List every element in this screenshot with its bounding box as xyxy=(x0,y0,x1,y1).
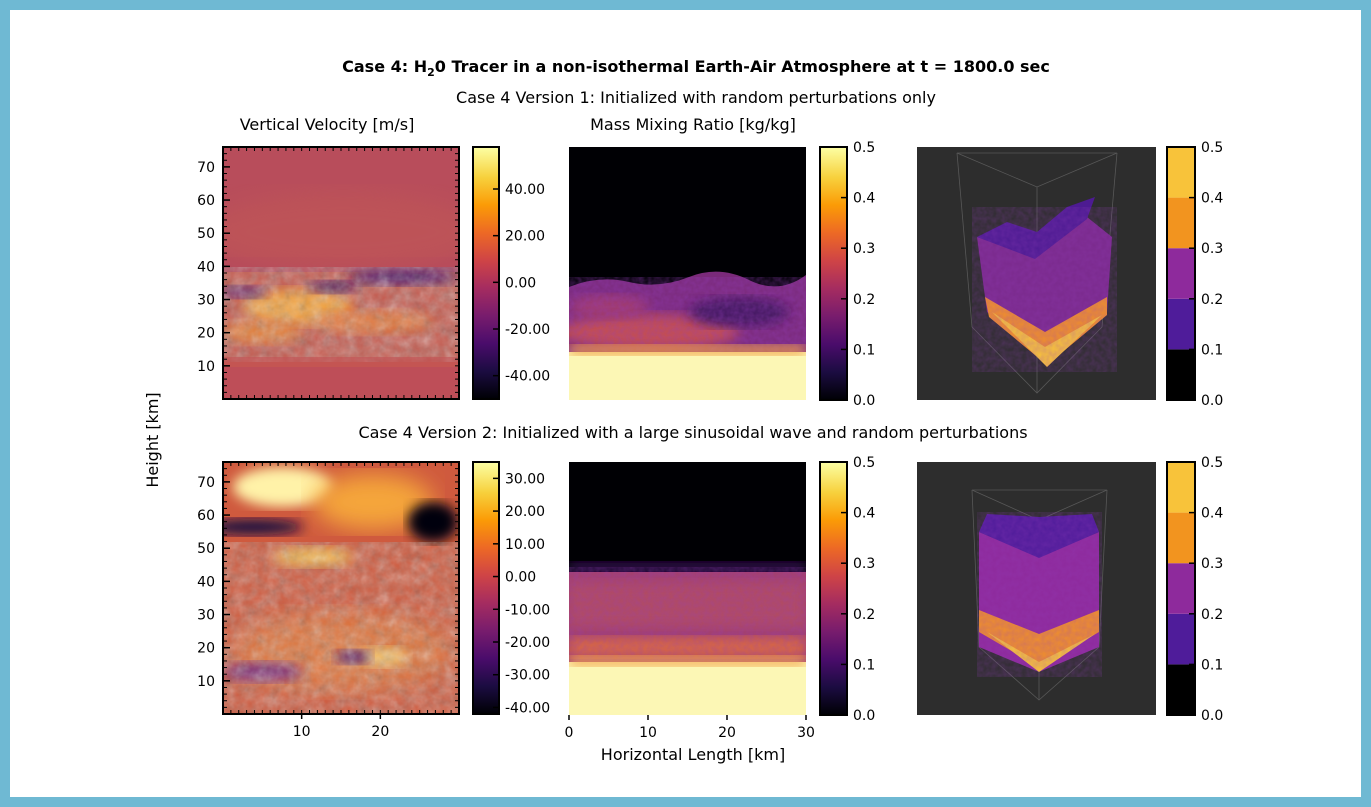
colorbar-tick-label: 0.00 xyxy=(505,275,536,291)
heatmap-r2c1: 10 20 30 40 50 60 70 10 20 xyxy=(197,461,460,740)
colorbar-bin xyxy=(1167,512,1195,564)
colorbar-r1c2: 0.0 0.1 0.2 0.3 0.4 0.5 xyxy=(819,140,875,409)
heatmap-r2c2: 0 10 20 30 xyxy=(565,462,815,741)
y-tick-label: 20 xyxy=(197,326,215,342)
colorbar-tick-label: 0.5 xyxy=(853,455,875,471)
colorbar-tick-label: -20.00 xyxy=(505,635,550,651)
x-tick-label: 20 xyxy=(718,725,736,741)
colorbar-tick-label: 0.0 xyxy=(1201,708,1223,724)
colorbar-r1c1: -40.00 -20.00 0.00 20.00 40.00 xyxy=(472,146,550,400)
colorbar-bin xyxy=(1167,248,1195,299)
colorbar-tick-label: 30.00 xyxy=(505,471,545,487)
colorbar-tick-label: -30.00 xyxy=(505,668,550,684)
colorbar-tick-label: 0.00 xyxy=(505,570,536,586)
colorbar-tick-label: 0.5 xyxy=(853,140,875,156)
y-tick-label: 10 xyxy=(197,359,215,375)
colorbar-bin xyxy=(1167,462,1195,513)
colorbar-tick-label: 0.2 xyxy=(1201,292,1223,308)
colorbar-tick-label: 0.0 xyxy=(853,393,875,409)
x-tick-label: 30 xyxy=(797,725,815,741)
colorbar-tick-label: 0.2 xyxy=(1201,607,1223,623)
y-tick-label: 50 xyxy=(197,541,215,557)
colorbar-tick-label: 0.1 xyxy=(853,657,875,673)
colorbar-tick-label: 0.5 xyxy=(1201,140,1223,156)
y-tick-label: 10 xyxy=(197,674,215,690)
colorbar-r2c2: 0.0 0.1 0.2 0.3 0.4 0.5 xyxy=(819,455,875,724)
colorbar-r2c1: -40.00 -30.00 -20.00 -10.00 0.00 10.00 20.00 30… xyxy=(472,461,550,716)
colorbar-bin xyxy=(1167,298,1195,350)
row1-title: Case 4 Version 1: Initialized with rando… xyxy=(456,88,936,107)
colorbar-tick-label: -10.00 xyxy=(505,602,550,618)
colorbar-bin xyxy=(1167,563,1195,614)
volume-render-r2c3 xyxy=(917,462,1156,715)
figure-title: Case 4: H20 Tracer in a non-isothermal E… xyxy=(342,57,1050,79)
colorbar-tick-label: 0.5 xyxy=(1201,455,1223,471)
x-tick-label: 10 xyxy=(639,725,657,741)
colorbar-tick-label: 0.3 xyxy=(853,241,875,257)
heatmap-r1c1: 10 20 30 40 50 60 70 xyxy=(197,146,460,400)
colorbar-tick-label: 0.1 xyxy=(1201,342,1223,358)
y-tick-label: 30 xyxy=(197,293,215,309)
x-tick-label: 20 xyxy=(371,724,389,740)
figure-canvas: Case 4: H20 Tracer in a non-isothermal E… xyxy=(143,57,1223,764)
colorbar-tick-label: 0.3 xyxy=(853,556,875,572)
colorbar-bin xyxy=(1167,613,1195,665)
y-tick-label: 70 xyxy=(197,160,215,176)
colorbar-tick-label: 0.4 xyxy=(1201,506,1223,522)
colorbar-tick-label: 0.4 xyxy=(853,506,875,522)
colorbar-tick-label: 0.4 xyxy=(1201,191,1223,207)
y-tick-label: 40 xyxy=(197,574,215,590)
colorbar-tick-label: 0.2 xyxy=(853,607,875,623)
colorbar-tick-label: 20.00 xyxy=(505,504,545,520)
y-tick-label: 20 xyxy=(197,641,215,657)
colorbar-tick-label: 0.3 xyxy=(1201,556,1223,572)
colorbar-tick-label: -20.00 xyxy=(505,322,550,338)
colorbar-bin xyxy=(1167,147,1195,198)
colorbar-tick-label: 0.1 xyxy=(853,342,875,358)
colorbar-tick-label: 40.00 xyxy=(505,182,545,198)
x-tick-label: 0 xyxy=(565,725,574,741)
colorbar-bin xyxy=(1167,197,1195,249)
colorbar-tick-label: -40.00 xyxy=(505,700,550,716)
colorbar-tick-label: 0.4 xyxy=(853,191,875,207)
y-axis-label: Height [km] xyxy=(143,392,162,487)
y-tick-label: 60 xyxy=(197,193,215,209)
y-tick-label: 70 xyxy=(197,475,215,491)
colorbar-tick-label: 10.00 xyxy=(505,537,545,553)
colorbar-tick-label: -40.00 xyxy=(505,369,550,385)
y-tick-label: 30 xyxy=(197,608,215,624)
colorbar-tick-label: 0.0 xyxy=(1201,393,1223,409)
col1-title: Vertical Velocity [m/s] xyxy=(240,115,415,134)
colorbar-bin xyxy=(1167,664,1195,715)
colorbar-bin xyxy=(1167,349,1195,400)
volume-render-r1c3 xyxy=(917,147,1156,400)
x-tick-label: 10 xyxy=(293,724,311,740)
colorbar-tick-label: 0.2 xyxy=(853,292,875,308)
colorbar-r1c3: 0.0 0.1 0.2 0.3 0.4 0.5 xyxy=(1166,140,1223,409)
figure-frame: Case 4: H20 Tracer in a non-isothermal E… xyxy=(10,10,1361,797)
colorbar-tick-label: 0.3 xyxy=(1201,241,1223,257)
colorbar-tick-label: 20.00 xyxy=(505,229,545,245)
heatmap-r1c2 xyxy=(569,147,806,400)
x-axis-label: Horizontal Length [km] xyxy=(601,745,785,764)
row2-title: Case 4 Version 2: Initialized with a lar… xyxy=(358,423,1027,442)
colorbar-r2c3: 0.0 0.1 0.2 0.3 0.4 0.5 xyxy=(1166,455,1223,724)
colorbar-tick-label: 0.0 xyxy=(853,708,875,724)
colorbar-tick-label: 0.1 xyxy=(1201,657,1223,673)
y-tick-label: 60 xyxy=(197,508,215,524)
col2-title: Mass Mixing Ratio [kg/kg] xyxy=(590,115,796,134)
y-tick-label: 50 xyxy=(197,226,215,242)
y-tick-label: 40 xyxy=(197,259,215,275)
